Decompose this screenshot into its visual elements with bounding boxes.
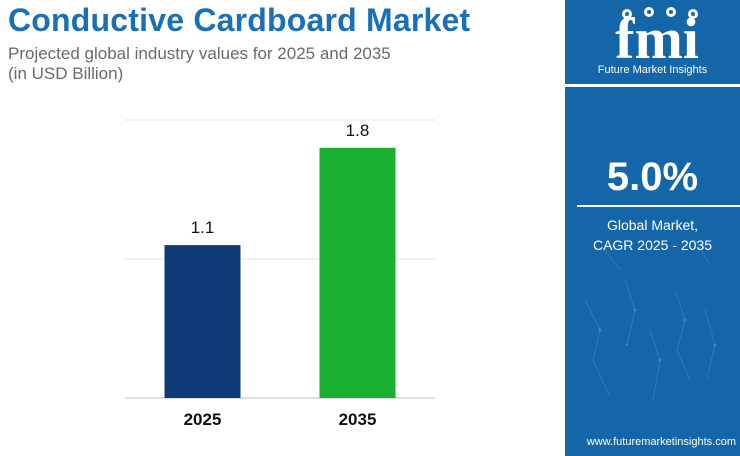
panel-divider [565, 84, 740, 87]
page-title: Conductive Cardboard Market [8, 2, 471, 38]
bar-2035 [319, 147, 396, 398]
subtitle-line-2: (in USD Billion) [8, 64, 124, 83]
side-panel: fmi Future Market Insights 5.0% Global M… [565, 0, 740, 456]
value-label-2035: 1.8 [346, 121, 370, 140]
cagr-label-line-1: Global Market, [606, 217, 699, 233]
value-label-2025: 1.1 [191, 218, 215, 237]
cagr-label: Global Market, CAGR 2025 - 2035 [565, 215, 740, 255]
chart-area: Conductive Cardboard Market Projected gl… [8, 2, 471, 429]
website-link[interactable]: www.futuremarketinsights.com [586, 436, 736, 448]
fmi-logo: fmi [615, 6, 699, 64]
subtitle-line-1: Projected global industry values for 202… [8, 44, 391, 63]
chart-subtitle: Projected global industry values for 202… [8, 44, 391, 84]
brand-tagline: Future Market Insights [597, 64, 708, 76]
cagr-divider [577, 205, 740, 207]
bar-2025 [164, 245, 241, 398]
x-tick-label-2035: 2035 [339, 410, 377, 429]
cagr-value: 5.0% [606, 155, 699, 199]
panel-texture [584, 239, 717, 401]
bar-chart: 1.1 2025 1.8 2035 [125, 119, 435, 429]
cagr-label-line-2: CAGR 2025 - 2035 [592, 237, 713, 253]
x-tick-label-2025: 2025 [184, 410, 222, 429]
